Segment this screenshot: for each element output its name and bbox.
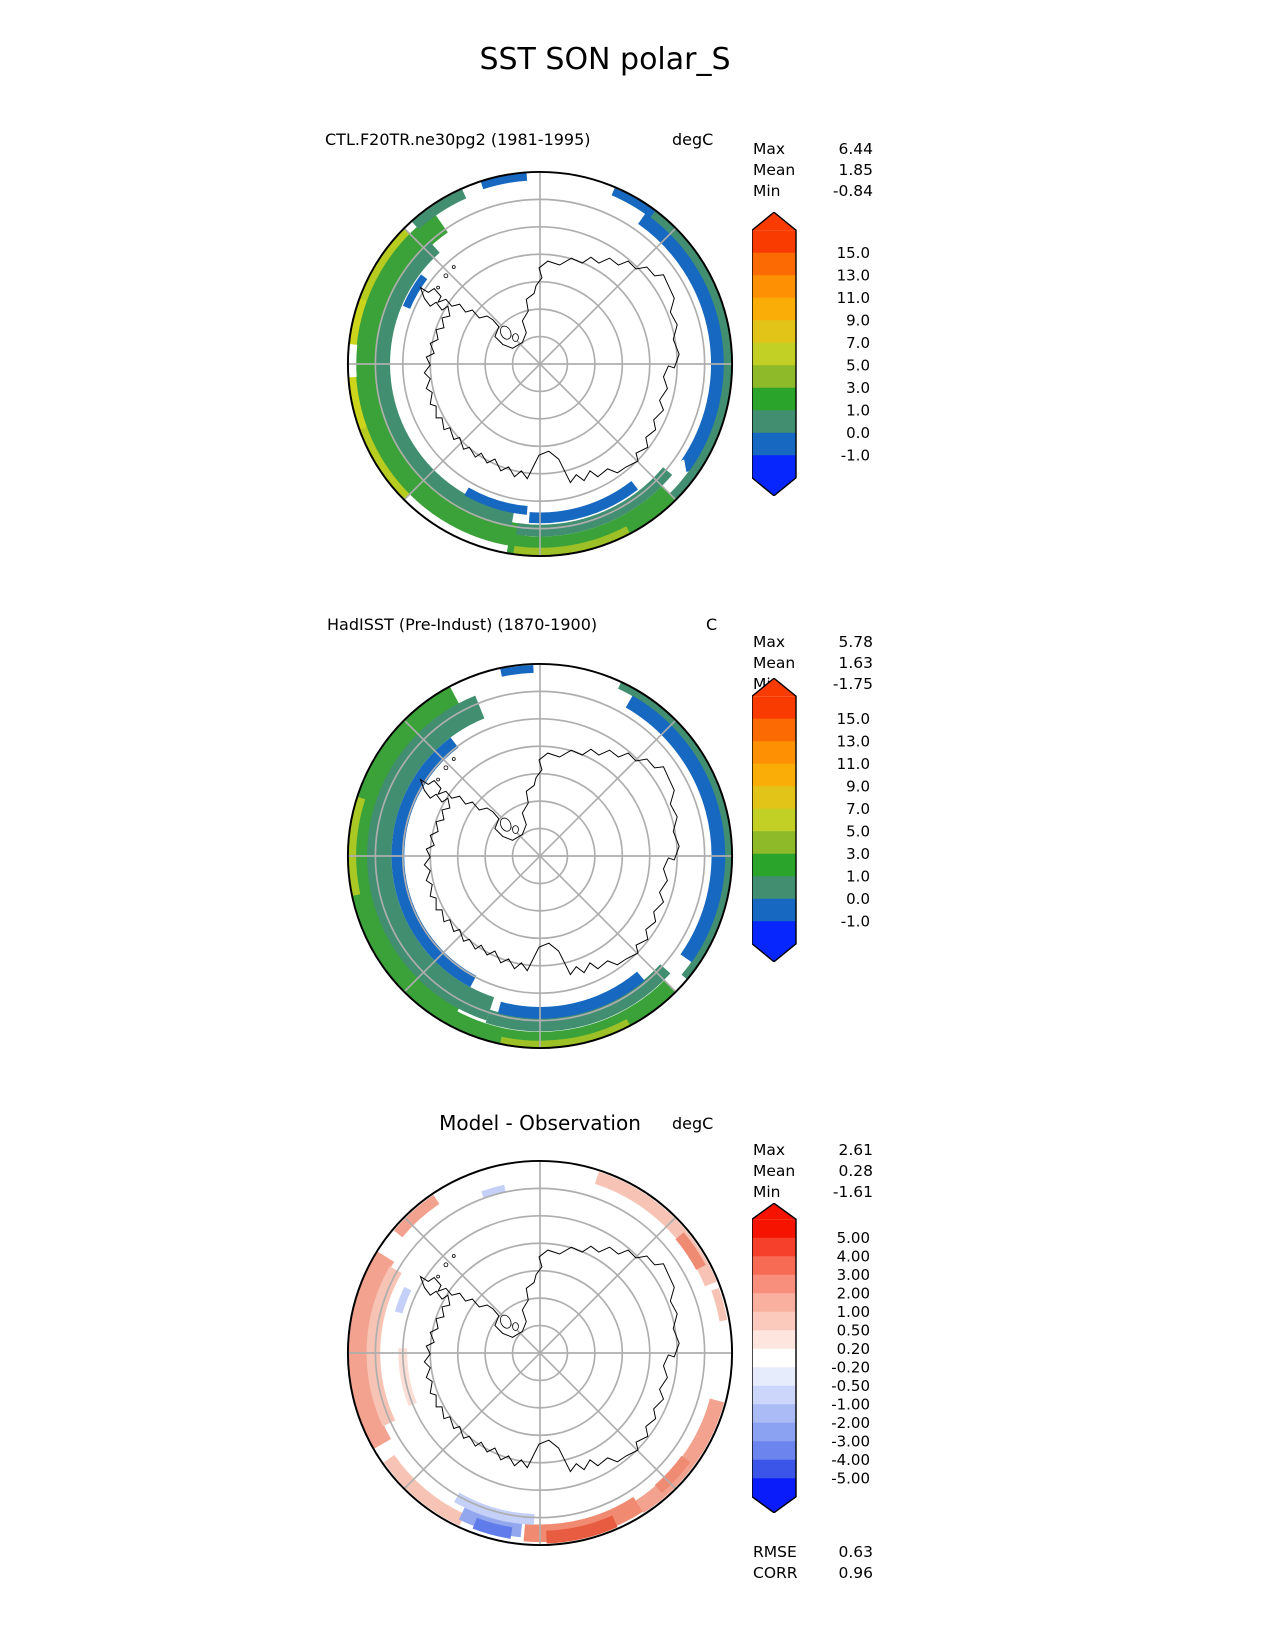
svg-text:0.50: 0.50 xyxy=(837,1322,870,1340)
obs-colorbar: 15.0 13.0 11.0 9.0 7.0 5.0 3.0 1.0 0.0 -1.0 xyxy=(752,678,870,962)
svg-text:-4.00: -4.00 xyxy=(831,1451,870,1469)
obs-units-label: C xyxy=(706,615,718,634)
stat-row-min: Min -0.84 xyxy=(753,181,873,202)
svg-text:5.0: 5.0 xyxy=(846,357,870,375)
svg-text:13.0: 13.0 xyxy=(837,733,870,751)
svg-text:11.0: 11.0 xyxy=(837,755,870,773)
stat-label: Max xyxy=(753,633,786,651)
svg-text:-1.00: -1.00 xyxy=(831,1396,870,1414)
stat-value: 0.28 xyxy=(838,1162,873,1180)
metric-row-corr: CORR 0.96 xyxy=(753,1563,873,1584)
stat-value: 6.44 xyxy=(838,140,873,158)
stat-value: -1.61 xyxy=(832,1183,873,1201)
metric-label: RMSE xyxy=(753,1543,797,1561)
stat-label: Mean xyxy=(753,161,796,179)
svg-text:9.0: 9.0 xyxy=(846,778,870,796)
stat-value: 2.61 xyxy=(838,1141,873,1159)
stat-label: Mean xyxy=(753,1162,796,1180)
stat-value: -1.75 xyxy=(832,675,873,693)
stat-label: Mean xyxy=(753,654,796,672)
diff-stats: Max 2.61 Mean 0.28 Min -1.61 xyxy=(753,1140,873,1203)
svg-text:1.0: 1.0 xyxy=(846,402,870,420)
obs-stats: Max 5.78 Mean 1.63 Min -1.75 xyxy=(753,632,873,695)
stat-value: 1.85 xyxy=(838,161,873,179)
diff-map xyxy=(346,1159,734,1547)
stat-row-max: Max 6.44 xyxy=(753,139,873,160)
svg-text:15.0: 15.0 xyxy=(837,710,870,728)
svg-text:11.0: 11.0 xyxy=(837,289,870,307)
stat-row-mean: Mean 0.28 xyxy=(753,1161,873,1182)
svg-text:1.00: 1.00 xyxy=(837,1303,870,1321)
svg-text:-0.20: -0.20 xyxy=(831,1359,870,1377)
svg-text:1.0: 1.0 xyxy=(846,868,870,886)
model-units-label: degC xyxy=(672,130,714,149)
stat-label: Min xyxy=(753,1183,781,1201)
svg-text:-2.00: -2.00 xyxy=(831,1414,870,1432)
metric-value: 0.63 xyxy=(838,1543,873,1561)
metric-row-rmse: RMSE 0.63 xyxy=(753,1542,873,1563)
svg-text:3.00: 3.00 xyxy=(837,1266,870,1284)
stat-row-mean: Mean 1.85 xyxy=(753,160,873,181)
obs-panel-title: HadISST (Pre-Indust) (1870-1900) xyxy=(327,615,598,634)
diff-colorbar: 5.004.003.002.001.000.500.20-0.20-0.50-1… xyxy=(752,1203,870,1513)
stat-row-max: Max 5.78 xyxy=(753,632,873,653)
svg-text:5.00: 5.00 xyxy=(837,1229,870,1247)
diff-units-label: degC xyxy=(672,1114,714,1133)
svg-text:-1.0: -1.0 xyxy=(841,913,870,931)
obs-map xyxy=(346,662,734,1050)
stat-row-min: Min -1.61 xyxy=(753,1182,873,1203)
svg-text:5.0: 5.0 xyxy=(846,823,870,841)
stat-label: Max xyxy=(753,140,786,158)
map-boundary xyxy=(346,170,734,558)
svg-text:3.0: 3.0 xyxy=(846,379,870,397)
svg-text:3.0: 3.0 xyxy=(846,845,870,863)
stat-value: -0.84 xyxy=(832,182,873,200)
svg-text:-3.00: -3.00 xyxy=(831,1433,870,1451)
svg-text:-0.50: -0.50 xyxy=(831,1377,870,1395)
model-panel-title: CTL.F20TR.ne30pg2 (1981-1995) xyxy=(325,130,591,149)
svg-text:13.0: 13.0 xyxy=(837,267,870,285)
svg-text:9.0: 9.0 xyxy=(846,312,870,330)
stat-label: Min xyxy=(753,182,781,200)
stat-row-mean: Mean 1.63 xyxy=(753,653,873,674)
svg-text:0.0: 0.0 xyxy=(846,890,870,908)
stat-value: 5.78 xyxy=(838,633,873,651)
diff-panel-title: Model - Observation xyxy=(439,1111,641,1135)
metric-label: CORR xyxy=(753,1564,798,1582)
svg-text:0.0: 0.0 xyxy=(846,424,870,442)
svg-text:4.00: 4.00 xyxy=(837,1248,870,1266)
model-map xyxy=(346,170,734,558)
svg-text:-5.00: -5.00 xyxy=(831,1470,870,1488)
model-stats: Max 6.44 Mean 1.85 Min -0.84 xyxy=(753,139,873,202)
svg-text:-1.0: -1.0 xyxy=(841,447,870,465)
diff-metrics: RMSE 0.63 CORR 0.96 xyxy=(753,1542,873,1584)
model-colorbar: 15.0 13.0 11.0 9.0 7.0 5.0 3.0 1.0 0.0 -1.0 xyxy=(752,212,870,496)
svg-text:15.0: 15.0 xyxy=(837,244,870,262)
metric-value: 0.96 xyxy=(838,1564,873,1582)
svg-text:0.20: 0.20 xyxy=(837,1340,870,1358)
svg-text:7.0: 7.0 xyxy=(846,800,870,818)
stat-label: Max xyxy=(753,1141,786,1159)
map-boundary xyxy=(346,662,734,1050)
svg-text:2.00: 2.00 xyxy=(837,1285,870,1303)
page-title: SST SON polar_S xyxy=(479,42,731,77)
map-boundary xyxy=(346,1159,734,1547)
stat-value: 1.63 xyxy=(838,654,873,672)
stat-row-max: Max 2.61 xyxy=(753,1140,873,1161)
svg-text:7.0: 7.0 xyxy=(846,334,870,352)
